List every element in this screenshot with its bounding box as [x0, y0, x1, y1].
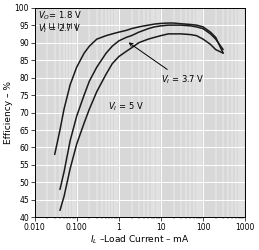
Y-axis label: Efficiency – %: Efficiency – % — [4, 81, 13, 144]
Text: $V_O$= 1.8 V: $V_O$= 1.8 V — [38, 10, 82, 22]
Text: $V_I$ = 5 V: $V_I$ = 5 V — [108, 100, 143, 112]
X-axis label: $I_L$ –Load Current – mA: $I_L$ –Load Current – mA — [90, 233, 190, 246]
Text: $V_I$ = 2.7 V: $V_I$ = 2.7 V — [38, 22, 81, 35]
Text: $V_I$ = 3.7 V: $V_I$ = 3.7 V — [130, 43, 204, 86]
